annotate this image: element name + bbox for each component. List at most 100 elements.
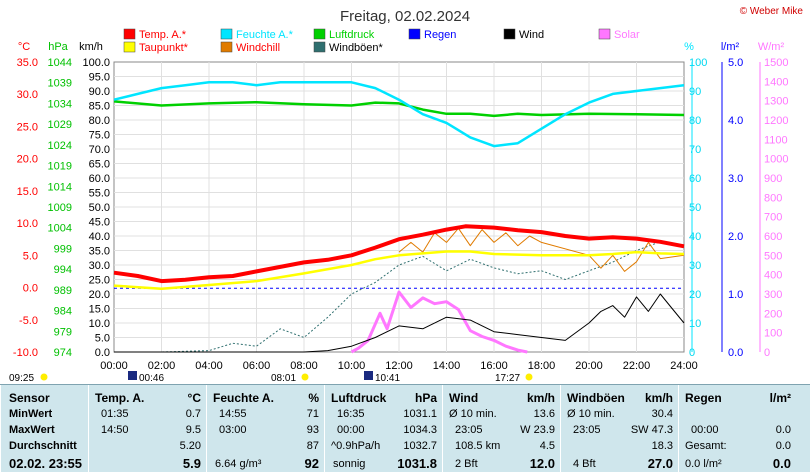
sunset-time: 17:27	[495, 373, 520, 384]
row-label-current: 02.02. 23:55	[9, 456, 83, 471]
series-feuchte-a	[113, 81, 685, 148]
row-label-sensor: Sensor	[9, 391, 50, 405]
temp-max: 9.5	[185, 424, 201, 436]
gusts-avg: 18.3	[651, 440, 673, 452]
chart-title: Freitag, 02.02.2024	[340, 8, 470, 25]
kmh-axis-tick: 50.0	[89, 202, 110, 214]
pressure-unit: hPa	[414, 391, 437, 405]
stats-col-gusts: Windböen km/h Ø 10 min. 30.4 23:05 SW 47…	[560, 385, 679, 472]
legend-label-1: Feuchte A.*	[236, 29, 294, 41]
pct-axis-tick: 30	[689, 260, 701, 272]
series-solar	[350, 290, 528, 354]
pressure-max: 1034.3	[403, 424, 437, 436]
legend-swatch-1	[220, 28, 233, 40]
rain-total-label: Gesamt:	[685, 440, 727, 452]
temp-axis-tick: 35.0	[17, 57, 38, 69]
solar-axis-tick: 800	[764, 192, 782, 204]
pressure-forecast: sonnig	[333, 458, 366, 470]
x-tick-label: 02:00	[148, 360, 176, 372]
x-tick-label: 08:00	[290, 360, 318, 372]
humidity-absolute: 6.64 g/m³	[215, 458, 262, 470]
temp-axis-tick: 10.0	[17, 218, 38, 230]
kmh-axis-tick: 95.0	[89, 72, 110, 84]
legend-label-0: Temp. A.*	[139, 29, 187, 41]
kmh-axis-tick: 20.0	[89, 289, 110, 301]
kmh-axis-tick: 80.0	[89, 115, 110, 127]
legend-label-3: Regen	[424, 29, 456, 41]
humidity-min: 71	[306, 408, 319, 420]
rain-rate: 0.0 l/m²	[685, 458, 722, 470]
solar-axis-tick: 1100	[764, 134, 788, 146]
hpa-axis-tick: 989	[54, 285, 72, 297]
x-tick-label: 06:00	[243, 360, 271, 372]
solar-axis-tick: 1400	[764, 76, 788, 88]
hpa-axis-tick: 1019	[48, 161, 72, 173]
legend-swatch-0	[123, 28, 136, 40]
gusts-avg10: 30.4	[651, 408, 673, 420]
kmh-axis-tick: 25.0	[89, 275, 110, 287]
sunset-left-dot	[301, 373, 309, 381]
rain-max: 0.0	[775, 424, 791, 436]
wind-avg: 4.5	[539, 440, 555, 452]
temp-axis-tick: 15.0	[17, 186, 38, 198]
humidity-max-time: 03:00	[219, 424, 247, 436]
stats-col-pressure: Luftdruck hPa 16:35 1031.1 00:00 1034.3 …	[324, 385, 443, 472]
pct-axis-tick: 10	[689, 318, 701, 330]
temp-header: Temp. A.	[95, 391, 145, 405]
chart-grid	[113, 61, 685, 353]
axis-title-temp: °C	[18, 41, 30, 53]
wind-run: 108.5 km	[455, 440, 501, 452]
hpa-axis-tick: 1014	[48, 181, 72, 193]
wind-avg10-label: Ø 10 min.	[449, 408, 497, 420]
pct-axis-tick: 50	[689, 202, 701, 214]
kmh-axis-tick: 45.0	[89, 217, 110, 229]
rain-axis-tick: 4.0	[728, 115, 743, 127]
gusts-avg10-label: Ø 10 min.	[567, 408, 615, 420]
pct-axis-tick: 70	[689, 144, 701, 156]
legend-label-4: Wind	[519, 29, 544, 41]
temp-axis-tick: 0.0	[23, 283, 38, 295]
hpa-axis-tick: 979	[54, 326, 72, 338]
kmh-axis-tick: 5.0	[95, 333, 110, 345]
wind-avg10: 13.6	[533, 408, 555, 420]
axis-title-solar: W/m²	[758, 41, 785, 53]
wind-max-time: 23:05	[455, 424, 483, 436]
axis-title-pct: %	[684, 41, 694, 53]
pct-axis-tick: 40	[689, 231, 701, 243]
rain-header: Regen	[685, 391, 722, 405]
rain-axis-tick: 0.0	[728, 347, 743, 359]
solar-axis-tick: 900	[764, 173, 782, 185]
solar-axis-tick: 700	[764, 212, 782, 224]
solar-peak-time: 10:41	[375, 373, 400, 384]
x-tick-label: 00:00	[100, 360, 128, 372]
legend-swatch-4	[503, 28, 516, 40]
hpa-axis-tick: 1039	[48, 78, 72, 90]
rain-current: 0.0	[772, 456, 791, 471]
solar-start-time: 00:46	[139, 373, 164, 384]
copyright-label: © Weber Mike	[740, 6, 804, 17]
rain-unit: l/m²	[769, 391, 791, 405]
gusts-unit: km/h	[644, 391, 673, 405]
temp-axis-tick: -5.0	[19, 315, 38, 327]
pct-axis-tick: 20	[689, 289, 701, 301]
kmh-axis-tick: 90.0	[89, 86, 110, 98]
temp-axis-tick: -10.0	[13, 347, 38, 359]
stats-col-temp: Temp. A. °C 01:35 0.7 14:50 9.5 5.20 5.9	[88, 385, 207, 472]
pressure-header: Luftdruck	[331, 391, 387, 405]
wind-unit: km/h	[526, 391, 555, 405]
gusts-max: SW 47.3	[630, 424, 673, 436]
temp-avg: 5.20	[179, 440, 201, 452]
axis-title-rain: l/m²	[721, 41, 740, 53]
gusts-max-time: 23:05	[573, 424, 601, 436]
x-tick-label: 22:00	[623, 360, 651, 372]
rain-max-time: 00:00	[691, 424, 719, 436]
solar-axis-tick: 600	[764, 231, 782, 243]
legend-swatch-7	[220, 41, 233, 53]
temp-unit: °C	[187, 391, 201, 405]
legend-label-2: Luftdruck	[329, 29, 375, 41]
x-tick-label: 14:00	[433, 360, 461, 372]
legend-label-5: Solar	[614, 29, 640, 41]
pct-axis-tick: 0	[689, 347, 695, 359]
hpa-axis-tick: 1004	[48, 223, 72, 235]
temp-axis-tick: 5.0	[23, 250, 38, 262]
